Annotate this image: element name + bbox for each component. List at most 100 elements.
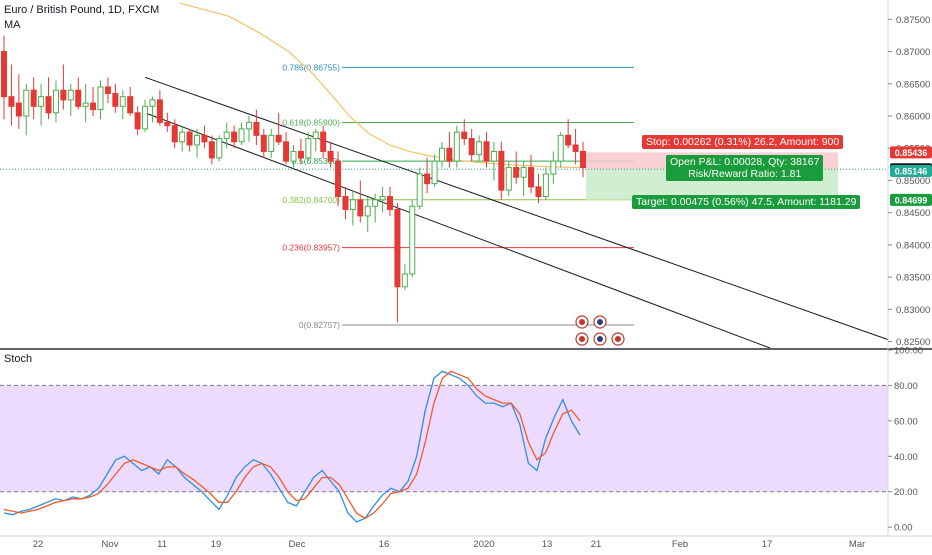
time-tick-label: 22 (33, 539, 44, 550)
candle-body (104, 86, 111, 94)
stoch-indicator-label: Stoch (4, 353, 33, 365)
candle-body (513, 167, 520, 178)
candle-body (112, 92, 119, 107)
economic-event-marker-dot (597, 319, 603, 325)
candle-body (379, 196, 386, 201)
price-tick-label: 0.83500 (896, 273, 930, 284)
candle-body (297, 150, 304, 159)
economic-event-marker-dot (597, 336, 603, 342)
candle-body (416, 173, 423, 207)
candle-body (201, 134, 208, 143)
candle-body (387, 196, 393, 210)
candle-body (283, 141, 290, 162)
candle-body (260, 134, 267, 152)
candle-body (60, 89, 67, 101)
candle-body (216, 138, 223, 159)
candle-body (409, 205, 416, 275)
candle-body (535, 186, 542, 198)
candle-body (97, 86, 104, 111)
moving-average-line (179, 2, 584, 169)
economic-event-marker-dot (579, 336, 585, 342)
candle-body (312, 131, 319, 140)
price-tag-bg (890, 165, 932, 178)
risk-reward-text: Risk/Reward Ratio: 1.81 (688, 168, 802, 180)
candle-body (8, 96, 15, 107)
candle-body (372, 199, 379, 207)
candle-body (127, 96, 134, 114)
target-label: Target: 0.00475 (0.56%) 47.5, Amount: 11… (632, 195, 861, 209)
candle-body (424, 173, 431, 185)
stoch-tick-label: 100.00 (894, 346, 923, 357)
time-tick-label: Nov (102, 539, 119, 550)
candle-body (490, 150, 497, 162)
stoch-tick-label: 0.00 (894, 523, 913, 534)
candle-body (156, 99, 163, 123)
time-tick-label: 16 (379, 539, 390, 550)
candle-body (446, 147, 453, 162)
time-tick-label: 2020 (473, 539, 494, 550)
price-tag-bg (890, 146, 932, 159)
price-tag-label: 0.85146 (895, 167, 928, 177)
stoch-tick-label: 20.00 (894, 487, 918, 498)
candle-body (327, 150, 334, 162)
open-pl-label: Open P&L: 0.00028, Qty: 38167 Risk/Rewar… (666, 155, 824, 181)
candle-body (23, 89, 30, 117)
fib-level-label: 0.236(0.83957) (282, 243, 340, 253)
candle-body (1, 51, 7, 98)
price-tick-label: 0.83000 (896, 305, 930, 316)
time-tick-label: 21 (591, 539, 602, 550)
open-pl-text: Open P&L: 0.00028, Qty: 38167 (670, 156, 820, 168)
price-tick-label: 0.86500 (896, 79, 930, 90)
symbol-title: Euro / British Pound, 1D, FXCM (4, 4, 160, 16)
price-tick-label: 0.84500 (896, 208, 930, 219)
candle-body (565, 134, 572, 146)
time-tick-label: 13 (542, 539, 553, 550)
candle-body (268, 134, 275, 152)
time-tick-label: 19 (211, 539, 222, 550)
candle-body (431, 160, 438, 185)
candle-body (30, 89, 37, 107)
candle-body (483, 141, 490, 162)
candle-body (194, 134, 200, 146)
price-tick-label: 0.87500 (896, 15, 930, 26)
candle-body (542, 173, 549, 198)
candle-body (208, 141, 215, 159)
candle-body (528, 167, 535, 188)
candle-body (67, 89, 74, 101)
time-tick-label: Feb (672, 539, 688, 550)
candle-body (498, 150, 505, 191)
price-tick-label: 0.86000 (896, 112, 930, 123)
candle-body (520, 167, 527, 178)
price-pane[interactable]: 0.786(0.86755) 0.618(0.85900) 0.5(0.85300)… (0, 2, 889, 349)
candle-body (364, 205, 371, 217)
candle-body (557, 134, 564, 162)
candle-body (245, 121, 252, 130)
stoch-tick-label: 60.00 (894, 416, 918, 427)
stoch-pane[interactable] (0, 370, 888, 523)
time-tick-label: Dec (289, 539, 306, 550)
candle-body (75, 89, 82, 107)
candle-body (171, 125, 178, 143)
candle-body (320, 131, 327, 152)
candle-body (38, 96, 45, 107)
candle-body (461, 131, 468, 140)
time-tick-label: 17 (762, 539, 773, 550)
stoch-band (0, 385, 888, 492)
fib-level-label: 0.382(0.84700) (282, 195, 340, 205)
economic-event-marker-dot (579, 319, 585, 325)
stop-label: Stop: 0.00262 (0.31%) 26.2, Amount: 900 (642, 135, 844, 149)
price-tick-label: 0.84000 (896, 240, 930, 251)
fib-level-label: 0.5(0.85300) (292, 156, 340, 166)
candle-body (149, 99, 156, 107)
price-tag-bg (890, 193, 932, 206)
fib-level-label: 0.618(0.85900) (282, 117, 340, 127)
channel-lower-line (144, 112, 771, 349)
price-tag-label: 0.85436 (895, 148, 928, 158)
candle-body (82, 102, 89, 107)
candle-body (580, 150, 586, 169)
stoch-k-line (3, 370, 581, 523)
candle-body (179, 131, 186, 143)
